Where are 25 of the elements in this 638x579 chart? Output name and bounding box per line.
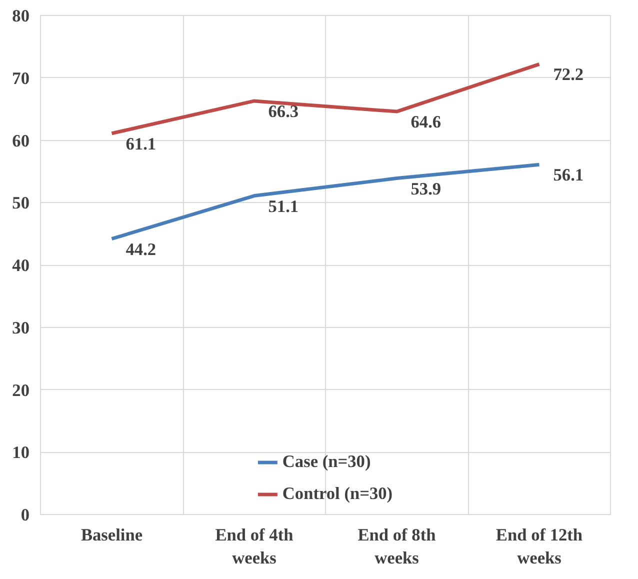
data-label: 66.3 xyxy=(268,102,299,121)
data-label: 72.2 xyxy=(553,65,584,84)
y-tick-label: 80 xyxy=(12,6,30,26)
line-series xyxy=(110,62,541,136)
legend-label: Control (n=30) xyxy=(282,484,393,504)
y-tick-label: 70 xyxy=(12,68,30,88)
data-label: 53.9 xyxy=(410,179,442,198)
x-tick-label: End of 4th weeks xyxy=(215,526,294,568)
y-tick-label: 0 xyxy=(20,506,30,524)
y-tick-label: 60 xyxy=(12,131,30,150)
legend-label: Case (n=30) xyxy=(282,452,371,472)
x-tick-label: End of 12th weeks xyxy=(496,526,583,568)
data-label: 44.2 xyxy=(126,240,156,259)
y-tick-label: 20 xyxy=(12,380,30,400)
y-tick-label: 40 xyxy=(12,256,30,275)
y-tick-label: 50 xyxy=(12,194,30,213)
x-tick-label: End of 8th weeks xyxy=(358,526,436,568)
y-tick-label: 30 xyxy=(12,318,30,338)
data-label: 61.1 xyxy=(126,134,156,154)
line-series xyxy=(110,162,541,241)
y-tick-label: 10 xyxy=(12,443,30,462)
x-tick-label: Baseline xyxy=(80,526,143,544)
data-label: 56.1 xyxy=(553,166,584,185)
data-label: 64.6 xyxy=(410,112,442,132)
data-label: 51.1 xyxy=(268,196,299,216)
